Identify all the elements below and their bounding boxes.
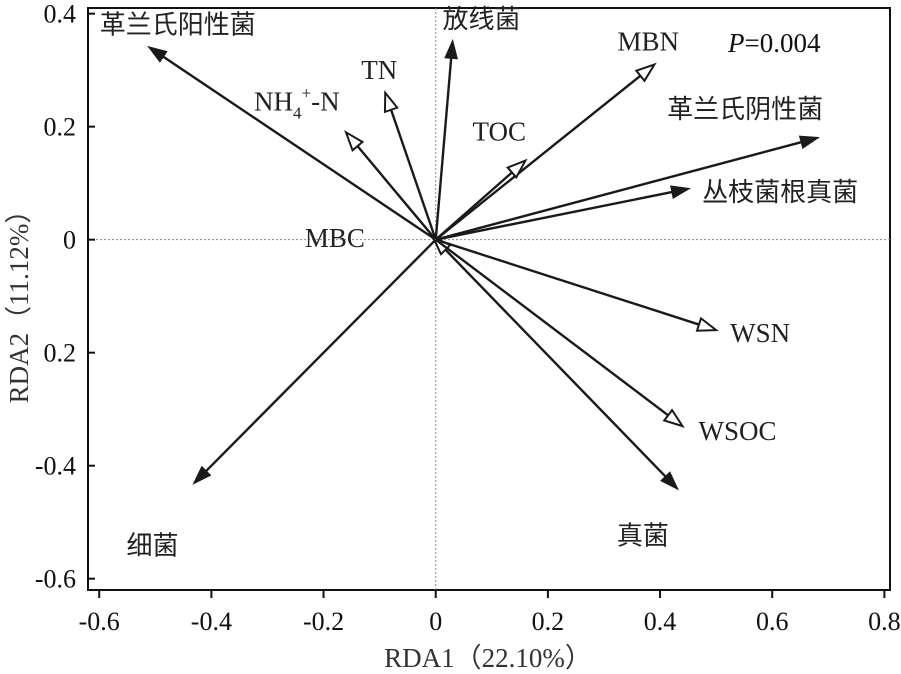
vector-line	[435, 140, 802, 241]
vector-arrowhead-open	[344, 130, 365, 152]
vector-label: 丛枝菌根真菌	[702, 178, 858, 208]
p-value-annotation: P=0.004	[727, 28, 821, 58]
vector-line	[434, 171, 513, 241]
x-tick-label: 0.8	[868, 607, 901, 636]
x-tick-label: -0.6	[79, 607, 120, 636]
vector-arrowhead-open	[505, 158, 528, 180]
vector-line	[434, 238, 667, 478]
vector-label-sup: +	[301, 83, 311, 102]
vector-label: TN	[361, 55, 397, 85]
vector-label: WSN	[730, 318, 790, 348]
x-axis-ticks: -0.6 -0.4 -0.2 0 0.2 0.4 0.6 0.8	[79, 590, 901, 636]
vector-arrowhead-solid	[444, 38, 458, 60]
vector-arrowhead-solid	[660, 471, 680, 491]
y-tick-label: 0	[63, 226, 76, 255]
vector-label: 细菌	[127, 532, 179, 562]
vector-arrowhead-open	[383, 89, 399, 114]
vector-arrows	[147, 38, 821, 491]
vector-label: 放线菌	[443, 5, 521, 35]
vector-label-main: NH	[254, 86, 293, 116]
vector-arrowhead-solid	[192, 465, 212, 485]
y-axis-title: RDA2（11.12%）	[4, 197, 34, 404]
vector-label-sub: 4	[293, 103, 302, 122]
vector-arrowhead-open	[662, 408, 685, 428]
x-tick-label: 0.6	[756, 607, 789, 636]
x-tick-label: 0.4	[644, 607, 677, 636]
vector-line	[389, 109, 437, 241]
vector-label: 真菌	[617, 521, 669, 551]
vector-arrowhead-solid	[670, 185, 692, 199]
y-tick-label: -0.6	[35, 565, 76, 594]
y-tick-label: -0.4	[35, 452, 76, 481]
vector-line	[435, 190, 673, 241]
vector-line	[204, 238, 437, 473]
x-tick-label: 0.2	[532, 607, 565, 636]
x-tick-label: 0	[429, 607, 442, 636]
vector-line	[356, 145, 437, 241]
p-value-prefix: P	[727, 28, 745, 58]
vector-line	[434, 74, 642, 241]
vector-label: MBC	[305, 223, 365, 253]
p-value-value: =0.004	[745, 28, 821, 58]
x-tick-label: -0.4	[191, 607, 232, 636]
y-tick-label: 0.2	[44, 339, 77, 368]
vector-arrowhead-open	[634, 62, 657, 83]
vector-label-tail: -N	[311, 86, 340, 116]
vector-label: MBN	[617, 27, 679, 57]
vector-label: 革兰氏阳性菌	[100, 11, 256, 41]
vector-arrowhead-open	[695, 316, 719, 332]
vector-label: TOC	[472, 117, 526, 147]
vector-line	[434, 57, 453, 240]
vector-arrowhead-solid	[798, 135, 821, 150]
vector-label: NH4+-N	[254, 83, 340, 122]
vector-line	[435, 238, 700, 326]
x-tick-label: -0.2	[303, 607, 344, 636]
vector-arrowhead-solid	[147, 45, 168, 63]
y-axis-ticks: 0.4 0.2 0 0.2 -0.4 -0.6	[35, 0, 95, 594]
vector-label: 革兰氏阴性菌	[667, 95, 823, 125]
vector-line	[162, 55, 437, 241]
vector-label: WSOC	[698, 416, 776, 446]
plot-frame	[87, 7, 891, 591]
y-tick-label: 0.4	[44, 0, 77, 29]
y-tick-label: 0.2	[44, 113, 77, 142]
x-axis-title: RDA1（22.10%）	[384, 643, 592, 673]
vector-line	[434, 238, 669, 417]
